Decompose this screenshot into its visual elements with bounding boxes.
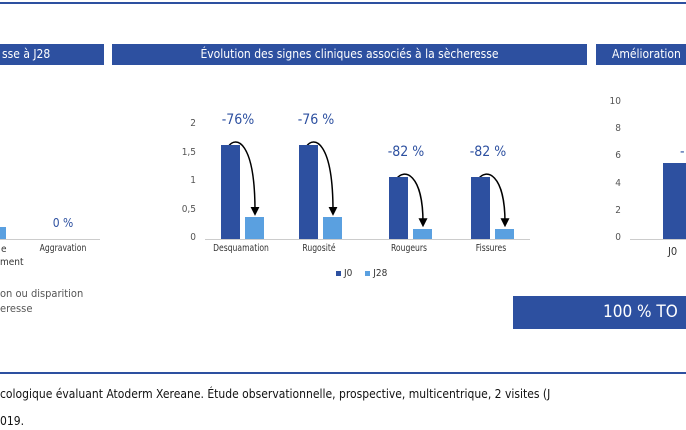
bar-j0 [663, 162, 686, 239]
y-tick-label: 1 [190, 175, 196, 186]
change-annotation: - [680, 143, 685, 160]
partial-cat-1: e [1, 244, 7, 255]
category-label: Desquamation [213, 243, 269, 254]
y-tick-label: 2 [190, 118, 196, 129]
header-middle: Évolution des signes cliniques associés … [112, 44, 587, 65]
category-label: Fissures [475, 243, 507, 254]
y-tick-label: 0 [190, 232, 196, 243]
banner: 100 % TO [513, 296, 686, 329]
header-right-text: Amélioration [612, 47, 681, 61]
bar-j0 [221, 144, 240, 239]
top-rule [0, 2, 686, 4]
category-label: J0 [668, 245, 678, 258]
footer-line-1: cologique évaluant Atoderm Xereane. Étud… [0, 387, 551, 401]
x-axis-baseline [630, 239, 686, 240]
header-left: sse à J28 [0, 44, 104, 65]
header-left-text: sse à J28 [2, 47, 51, 61]
y-tick-label: 0,5 [181, 203, 196, 215]
caption-2: eresse [0, 302, 33, 315]
category-label: Rugosité [302, 243, 336, 254]
bar-j28 [245, 217, 264, 239]
bar-j28 [495, 228, 514, 239]
partial-cat-2: ment [0, 257, 24, 268]
y-tick-label: 8 [615, 123, 621, 135]
left-baseline [0, 239, 100, 240]
y-tick-label: 10 [609, 96, 621, 107]
y-tick-label: 2 [615, 204, 621, 216]
caption-1: on ou disparition [0, 287, 84, 300]
reduction-arrow [395, 173, 428, 228]
category-label: Rougeurs [391, 243, 427, 254]
x-axis-baseline [205, 239, 530, 240]
bar-j0 [299, 144, 318, 239]
left-value-label: 0 % [52, 216, 74, 230]
legend-j0-swatch [336, 271, 341, 276]
bar-j0 [389, 177, 408, 239]
reduction-arrow [227, 141, 260, 216]
footer-line-2: 019. [0, 414, 25, 428]
reduction-arrow [477, 173, 510, 228]
bottom-rule [0, 372, 686, 374]
y-tick-label: 6 [615, 150, 621, 162]
change-annotation: -76 % [297, 111, 335, 128]
legend-j28: J28 [373, 268, 388, 279]
left-category-aggravation: Aggravation [39, 243, 87, 254]
y-tick-label: 4 [615, 177, 621, 189]
banner-text: 100 % TO [603, 302, 678, 322]
bar-j0 [471, 177, 490, 239]
left-partial-bar [0, 227, 6, 239]
left-caption: on ou disparition eresse [0, 286, 83, 316]
legend-j0: J0 [344, 268, 353, 279]
bar-j28 [413, 228, 432, 239]
y-tick-label: 0 [615, 232, 621, 243]
change-annotation: -76% [221, 111, 255, 128]
header-middle-text: Évolution des signes cliniques associés … [200, 47, 499, 61]
left-partial-category: e ment [0, 243, 24, 269]
header-right: Amélioration [596, 44, 686, 65]
legend-j28-swatch [365, 271, 371, 276]
reduction-arrow [305, 141, 338, 216]
change-annotation: -82 % [387, 144, 425, 161]
legend: J0 J28 [336, 268, 387, 279]
change-annotation: -82 % [469, 144, 507, 161]
y-tick-label: 1,5 [181, 146, 196, 158]
bar-j28 [323, 217, 342, 239]
